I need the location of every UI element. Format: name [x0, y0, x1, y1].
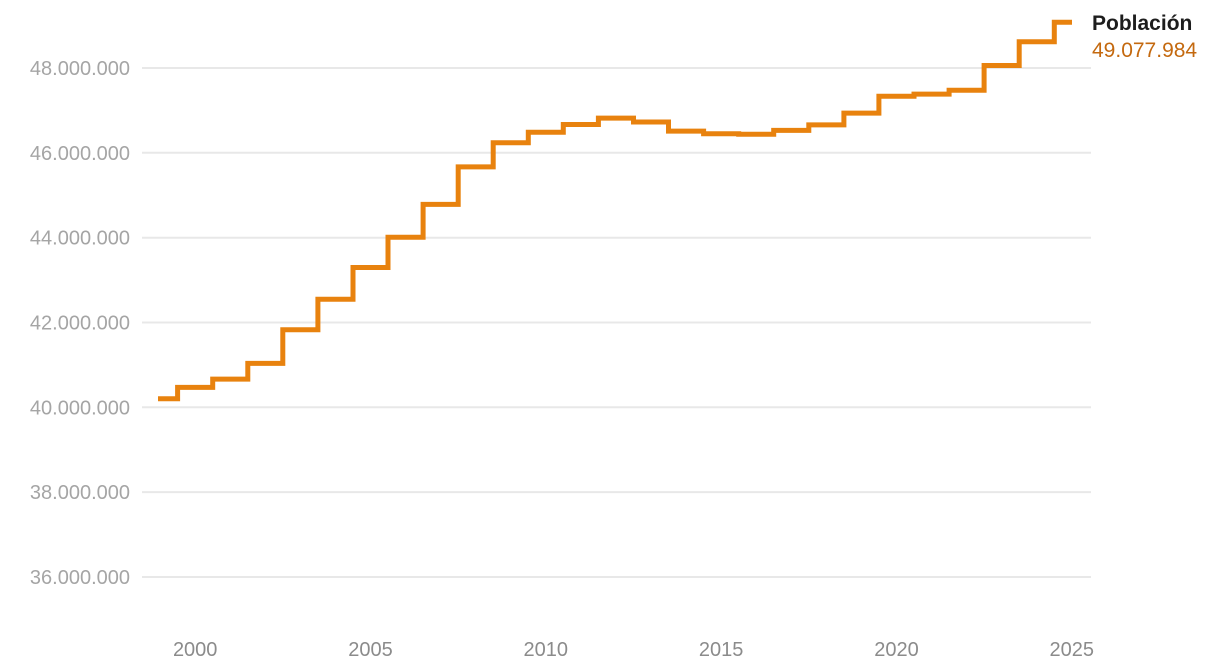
- x-axis-label: 2020: [874, 639, 919, 661]
- x-axis-label: 2015: [699, 639, 744, 661]
- y-axis-label: 48.000.000: [30, 58, 130, 80]
- legend-series-label: Población: [1092, 12, 1193, 35]
- y-axis-label: 42.000.000: [30, 313, 130, 335]
- y-axis-label: 44.000.000: [30, 228, 130, 250]
- y-axis-label: 38.000.000: [30, 482, 130, 504]
- y-axis-label: 36.000.000: [30, 567, 130, 589]
- x-axis-label: 2005: [348, 639, 393, 661]
- x-axis-label: 2000: [173, 639, 218, 661]
- chart-legend: Población 49.077.984: [1092, 10, 1197, 64]
- y-axis-label: 46.000.000: [30, 143, 130, 165]
- population-series-line[interactable]: [158, 19, 1072, 402]
- legend-latest-value: 49.077.984: [1092, 39, 1198, 62]
- x-axis-label: 2010: [524, 639, 569, 661]
- x-axis-label: 2025: [1050, 639, 1095, 661]
- y-axis-label: 40.000.000: [30, 397, 130, 419]
